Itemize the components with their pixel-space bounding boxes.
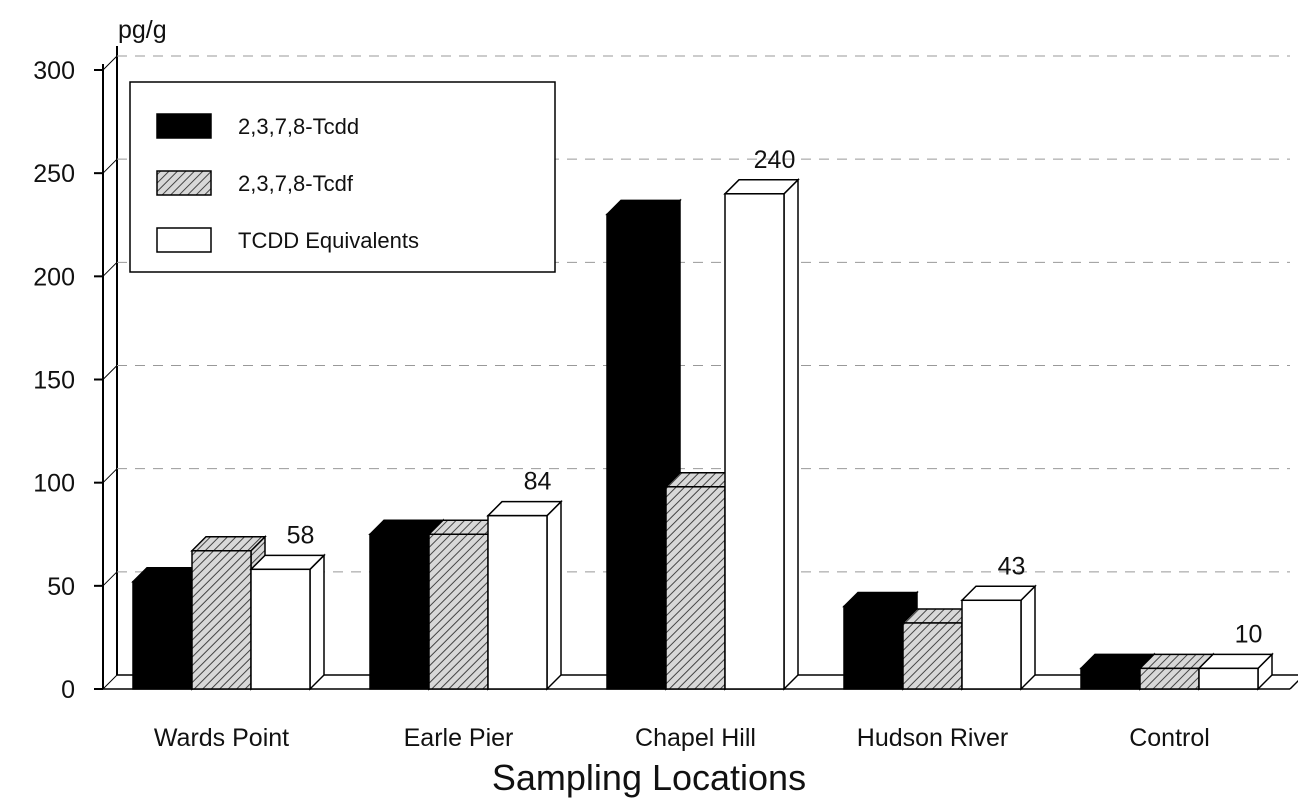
bar-group xyxy=(960,584,1037,691)
depth-tick xyxy=(102,261,118,277)
bar xyxy=(606,213,667,690)
bar xyxy=(191,550,252,690)
bar xyxy=(1198,667,1259,690)
y-tick-label: 200 xyxy=(33,263,75,291)
depth-tick xyxy=(102,55,118,71)
legend-swatch xyxy=(156,227,212,253)
floor-edge xyxy=(1289,679,1298,690)
bar-top xyxy=(249,554,326,571)
x-tick-label: Chapel Hill xyxy=(635,724,756,752)
x-axis-title: Sampling Locations xyxy=(492,757,806,798)
y-tick-label: 300 xyxy=(33,57,75,85)
depth-tick xyxy=(102,674,118,690)
depth-tick xyxy=(102,571,118,587)
legend-swatch xyxy=(156,170,212,196)
bar-top xyxy=(1197,653,1274,670)
bar-side xyxy=(546,499,562,691)
y-axis-label: pg/g xyxy=(118,16,167,44)
bar-top xyxy=(723,179,800,195)
bar-side xyxy=(783,177,799,691)
legend-swatch xyxy=(156,113,212,139)
bar xyxy=(428,533,489,690)
bar-top xyxy=(842,591,919,608)
bar xyxy=(724,193,785,690)
y-tick-label: 100 xyxy=(33,470,75,498)
legend-label: 2,3,7,8-Tcdf xyxy=(238,171,354,196)
x-tick-label: Hudson River xyxy=(857,724,1008,752)
bar-group xyxy=(605,198,682,691)
bar-side xyxy=(309,553,325,691)
data-label: 43 xyxy=(998,552,1026,580)
bar xyxy=(1139,667,1200,690)
bar-group xyxy=(1197,652,1274,691)
bar-top xyxy=(486,500,563,517)
bar-top xyxy=(190,536,267,552)
bar xyxy=(843,605,904,690)
bar xyxy=(369,533,430,690)
depth-tick xyxy=(102,468,118,484)
x-tick-label: Earle Pier xyxy=(404,724,514,752)
data-label: 58 xyxy=(287,521,315,549)
bar-top xyxy=(960,585,1037,602)
legend-label: TCDD Equivalents xyxy=(238,228,419,253)
bar xyxy=(487,514,548,690)
legend-label: 2,3,7,8-Tcdd xyxy=(238,114,359,139)
legend: 2,3,7,8-Tcdd 2,3,7,8-Tcdf TCDD Equivalents xyxy=(129,81,556,273)
bar xyxy=(665,486,726,690)
data-label: 240 xyxy=(754,146,796,174)
depth-tick xyxy=(102,158,118,174)
bar-group xyxy=(723,177,800,691)
bar-group xyxy=(249,553,326,691)
bar xyxy=(132,580,193,690)
data-label: 84 xyxy=(524,468,552,496)
bar xyxy=(1080,667,1141,690)
y-tick-label: 150 xyxy=(33,367,75,395)
bar-group xyxy=(486,499,563,691)
x-tick-label: Wards Point xyxy=(154,724,289,752)
y-tick-label: 0 xyxy=(61,676,75,704)
bar xyxy=(961,599,1022,690)
bar-side xyxy=(1020,584,1036,691)
x-tick-label: Control xyxy=(1129,724,1210,752)
bar-top xyxy=(605,199,682,216)
bar xyxy=(250,568,311,690)
y-tick-label: 250 xyxy=(33,160,75,188)
data-label: 10 xyxy=(1235,620,1263,648)
bar xyxy=(902,622,963,690)
y-tick-label: 50 xyxy=(47,573,75,601)
depth-tick xyxy=(102,365,118,380)
